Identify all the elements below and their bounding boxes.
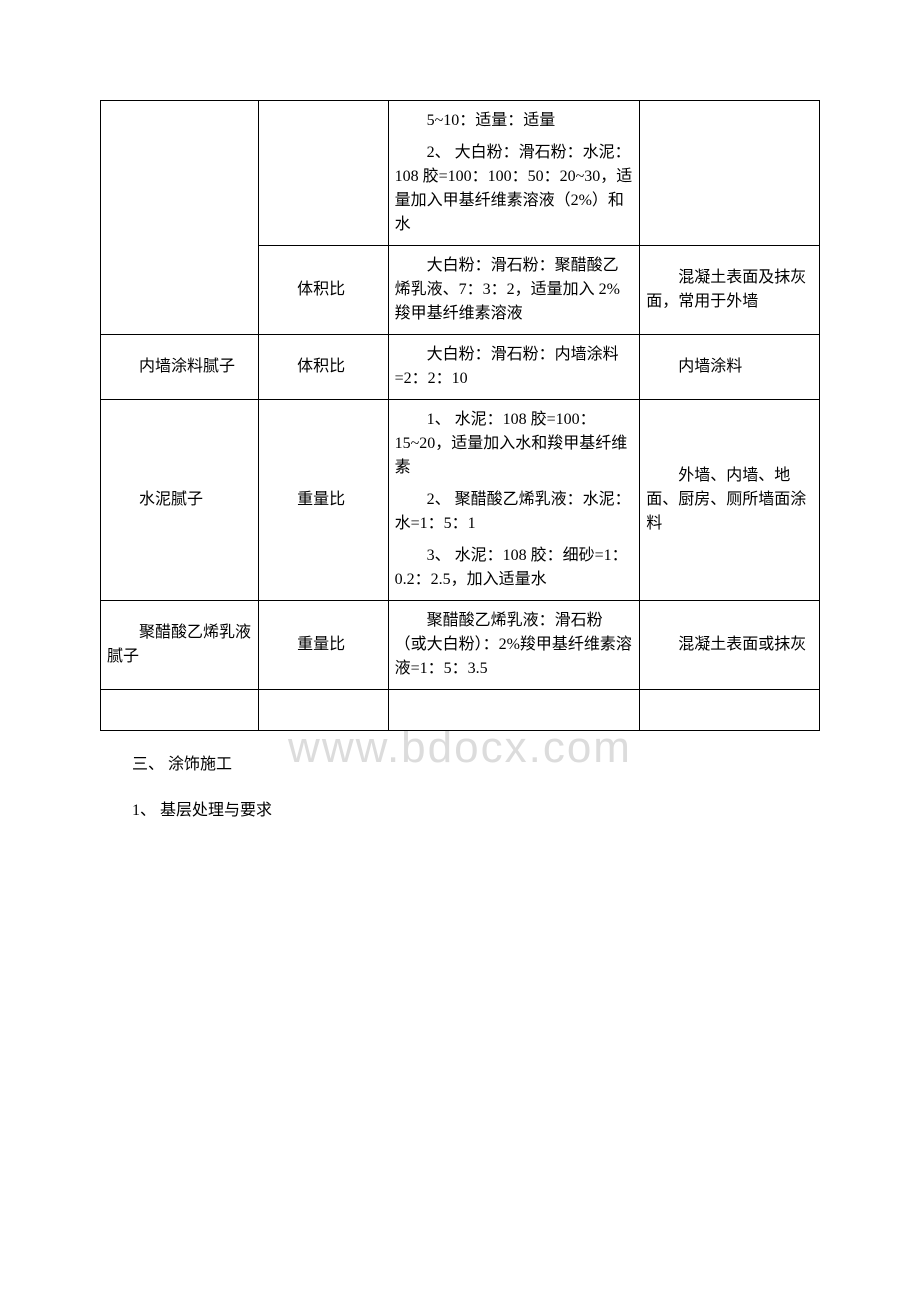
cell-text: 内墙涂料	[646, 355, 813, 379]
table-row: 内墙涂料腻子 体积比 大白粉：滑石粉：内墙涂料=2：2：10 内墙涂料	[101, 335, 820, 400]
cell-text: 重量比	[265, 488, 381, 512]
cell-name: 内墙涂料腻子	[101, 335, 259, 400]
cell-text: 大白粉：滑石粉：聚醋酸乙烯乳液、7：3：2，适量加入 2%羧甲基纤维素溶液	[395, 254, 634, 326]
cell-ratio: 体积比	[259, 246, 388, 335]
formula-text: 3、 水泥：108 胶：细砂=1：0.2：2.5，加入适量水	[395, 544, 634, 592]
formula-text: 2、 大白粉：滑石粉：水泥：108 胶=100：100：50：20~30，适量加…	[395, 141, 634, 237]
table-row: 5~10：适量：适量 2、 大白粉：滑石粉：水泥：108 胶=100：100：5…	[101, 101, 820, 246]
formula-text: 5~10：适量：适量	[395, 109, 634, 133]
cell-name: 水泥腻子	[101, 400, 259, 601]
cell-formula: 聚醋酸乙烯乳液：滑石粉（或大白粉）：2%羧甲基纤维素溶液=1：5：3.5	[388, 601, 640, 690]
cell-text: 聚醋酸乙烯乳液腻子	[107, 621, 252, 669]
body-text: 三、 涂饰施工 1、 基层处理与要求	[100, 753, 820, 823]
cell-empty	[388, 690, 640, 731]
cell-text: 大白粉：滑石粉：内墙涂料=2：2：10	[395, 343, 634, 391]
cell-empty	[259, 690, 388, 731]
cell-formula: 大白粉：滑石粉：聚醋酸乙烯乳液、7：3：2，适量加入 2%羧甲基纤维素溶液	[388, 246, 640, 335]
cell-text: 重量比	[265, 633, 381, 657]
cell-ratio: 重量比	[259, 400, 388, 601]
putty-mixture-table: 5~10：适量：适量 2、 大白粉：滑石粉：水泥：108 胶=100：100：5…	[100, 100, 820, 731]
cell-name: 聚醋酸乙烯乳液腻子	[101, 601, 259, 690]
cell-text: 聚醋酸乙烯乳液：滑石粉（或大白粉）：2%羧甲基纤维素溶液=1：5：3.5	[395, 609, 634, 681]
cell-text: 混凝土表面及抹灰面，常用于外墙	[646, 266, 813, 314]
cell-name-blank	[101, 101, 259, 335]
cell-text: 水泥腻子	[107, 488, 252, 512]
section-heading: 三、 涂饰施工	[100, 753, 820, 777]
cell-empty	[101, 690, 259, 731]
cell-text: 体积比	[265, 278, 381, 302]
cell-ratio-blank	[259, 101, 388, 246]
cell-text: 外墙、内墙、地面、厨房、厕所墙面涂料	[646, 464, 813, 536]
cell-empty	[640, 690, 820, 731]
cell-ratio: 重量比	[259, 601, 388, 690]
cell-usage-blank	[640, 101, 820, 246]
table-row: 水泥腻子 重量比 1、 水泥：108 胶=100：15~20，适量加入水和羧甲基…	[101, 400, 820, 601]
cell-formula: 1、 水泥：108 胶=100：15~20，适量加入水和羧甲基纤维素 2、 聚醋…	[388, 400, 640, 601]
cell-usage: 混凝土表面及抹灰面，常用于外墙	[640, 246, 820, 335]
table-row-empty	[101, 690, 820, 731]
cell-text: 体积比	[265, 355, 381, 379]
cell-text: 混凝土表面或抹灰	[646, 633, 813, 657]
cell-usage: 混凝土表面或抹灰	[640, 601, 820, 690]
page-content: 5~10：适量：适量 2、 大白粉：滑石粉：水泥：108 胶=100：100：5…	[100, 100, 820, 823]
formula-text: 1、 水泥：108 胶=100：15~20，适量加入水和羧甲基纤维素	[395, 408, 634, 480]
cell-formula: 5~10：适量：适量 2、 大白粉：滑石粉：水泥：108 胶=100：100：5…	[388, 101, 640, 246]
cell-formula: 大白粉：滑石粉：内墙涂料=2：2：10	[388, 335, 640, 400]
cell-ratio: 体积比	[259, 335, 388, 400]
table-row: 聚醋酸乙烯乳液腻子 重量比 聚醋酸乙烯乳液：滑石粉（或大白粉）：2%羧甲基纤维素…	[101, 601, 820, 690]
cell-text: 内墙涂料腻子	[107, 355, 252, 379]
cell-usage: 外墙、内墙、地面、厨房、厕所墙面涂料	[640, 400, 820, 601]
formula-text: 2、 聚醋酸乙烯乳液：水泥：水=1：5：1	[395, 488, 634, 536]
section-item: 1、 基层处理与要求	[100, 799, 820, 823]
cell-usage: 内墙涂料	[640, 335, 820, 400]
